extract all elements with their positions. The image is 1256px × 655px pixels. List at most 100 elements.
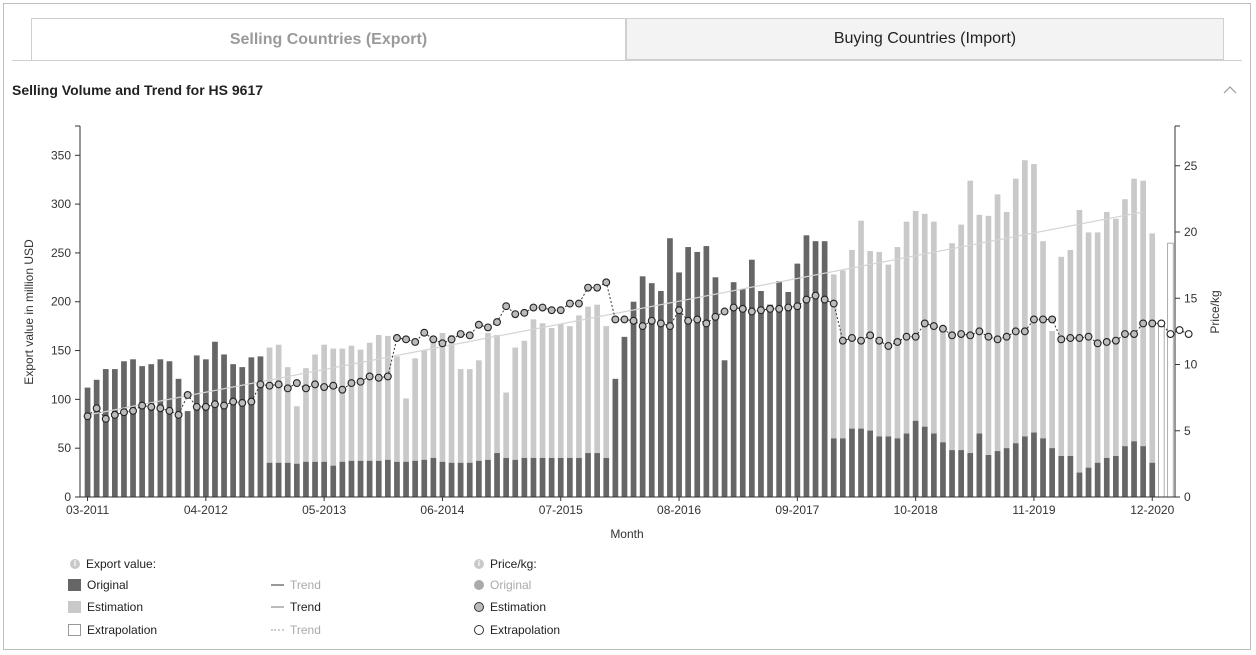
- estimation-bar[interactable]: [366, 342, 373, 497]
- estimation-bar[interactable]: [876, 251, 883, 497]
- original-bar[interactable]: [1149, 462, 1156, 497]
- extrapolation-bar[interactable]: [1158, 325, 1165, 498]
- price-estimation-point[interactable]: [447, 335, 456, 344]
- price-estimation-point[interactable]: [820, 295, 829, 304]
- original-bar[interactable]: [758, 290, 764, 497]
- price-estimation-point[interactable]: [110, 410, 119, 419]
- price-estimation-point[interactable]: [438, 339, 447, 348]
- estimation-bar[interactable]: [1031, 164, 1037, 498]
- original-bar[interactable]: [685, 247, 691, 497]
- original-bar[interactable]: [849, 428, 855, 497]
- price-estimation-point[interactable]: [620, 315, 629, 324]
- original-bar[interactable]: [603, 457, 610, 497]
- price-estimation-point[interactable]: [811, 291, 820, 300]
- original-bar[interactable]: [330, 465, 337, 497]
- price-estimation-point[interactable]: [838, 336, 847, 345]
- estimation-bar[interactable]: [830, 274, 837, 497]
- price-estimation-point[interactable]: [302, 384, 310, 393]
- original-bar[interactable]: [867, 430, 873, 497]
- price-estimation-point[interactable]: [229, 397, 238, 406]
- price-estimation-point[interactable]: [984, 332, 993, 341]
- price-estimation-point[interactable]: [411, 338, 420, 346]
- estimation-bar[interactable]: [940, 327, 946, 497]
- price-estimation-point[interactable]: [265, 381, 274, 390]
- original-bar[interactable]: [148, 364, 155, 497]
- price-estimation-point[interactable]: [129, 406, 138, 415]
- price-estimation-point[interactable]: [948, 331, 956, 340]
- original-bar[interactable]: [303, 461, 309, 497]
- estimation-bar[interactable]: [548, 328, 555, 497]
- original-bar[interactable]: [630, 301, 637, 497]
- original-bar[interactable]: [567, 457, 573, 497]
- original-bar[interactable]: [403, 461, 409, 497]
- estimation-bar[interactable]: [903, 221, 910, 497]
- estimation-bar[interactable]: [457, 369, 464, 497]
- legend-estimation[interactable]: Estimation: [68, 600, 143, 614]
- estimation-bar[interactable]: [1103, 211, 1110, 498]
- price-estimation-point[interactable]: [465, 331, 474, 340]
- estimation-bar[interactable]: [266, 347, 273, 497]
- price-estimation-point[interactable]: [220, 401, 229, 410]
- estimation-bar[interactable]: [339, 348, 346, 497]
- original-bar[interactable]: [767, 304, 773, 497]
- price-estimation-point[interactable]: [784, 303, 793, 312]
- price-estimation-point[interactable]: [920, 319, 929, 328]
- price-estimation-point[interactable]: [647, 316, 656, 325]
- original-bar[interactable]: [1058, 455, 1065, 497]
- original-bar[interactable]: [1094, 462, 1101, 497]
- original-bar[interactable]: [476, 460, 482, 497]
- original-bar[interactable]: [648, 283, 655, 497]
- price-estimation-point[interactable]: [556, 306, 565, 315]
- original-bar[interactable]: [921, 426, 928, 497]
- original-bar[interactable]: [257, 356, 264, 497]
- original-bar[interactable]: [1085, 467, 1092, 497]
- estimation-bar[interactable]: [1003, 211, 1010, 498]
- estimation-bar[interactable]: [1058, 256, 1065, 497]
- price-estimation-point[interactable]: [638, 322, 647, 331]
- original-bar[interactable]: [585, 453, 591, 497]
- price-estimation-point[interactable]: [929, 322, 938, 331]
- price-estimation-point[interactable]: [383, 372, 392, 381]
- price-estimation-point[interactable]: [402, 335, 410, 344]
- legend-price-original[interactable]: Original: [474, 578, 531, 592]
- estimation-bar[interactable]: [1140, 180, 1146, 497]
- price-estimation-point[interactable]: [192, 402, 201, 411]
- original-bar[interactable]: [976, 433, 983, 497]
- original-bar[interactable]: [503, 457, 509, 497]
- price-estimation-point[interactable]: [456, 330, 465, 338]
- price-estimation-point[interactable]: [684, 316, 693, 325]
- price-estimation-point[interactable]: [320, 383, 329, 391]
- estimation-bar[interactable]: [840, 270, 846, 497]
- original-bar[interactable]: [275, 462, 282, 497]
- price-estimation-point[interactable]: [1093, 339, 1102, 348]
- original-bar[interactable]: [912, 420, 919, 497]
- price-estimation-point[interactable]: [283, 384, 292, 393]
- price-estimation-point[interactable]: [629, 316, 638, 325]
- original-bar[interactable]: [858, 428, 864, 497]
- estimation-bar[interactable]: [1113, 218, 1119, 497]
- price-estimation-point[interactable]: [993, 335, 1002, 344]
- price-estimation-point[interactable]: [147, 402, 156, 411]
- price-estimation-point[interactable]: [802, 295, 811, 304]
- price-estimation-point[interactable]: [365, 372, 374, 381]
- original-bar[interactable]: [466, 462, 473, 497]
- original-bar[interactable]: [894, 438, 901, 497]
- estimation-bar[interactable]: [348, 345, 355, 497]
- price-estimation-point[interactable]: [738, 304, 747, 313]
- estimation-bar[interactable]: [858, 220, 864, 497]
- price-estimation-point[interactable]: [1039, 315, 1048, 324]
- price-estimation-point[interactable]: [201, 402, 210, 411]
- original-bar[interactable]: [876, 436, 883, 497]
- price-estimation-point[interactable]: [1057, 335, 1066, 344]
- original-bar[interactable]: [102, 369, 109, 497]
- original-bar[interactable]: [903, 433, 910, 497]
- original-bar[interactable]: [1103, 457, 1110, 497]
- original-bar[interactable]: [321, 461, 327, 497]
- price-extrapolation-point[interactable]: [1184, 330, 1193, 338]
- original-bar[interactable]: [175, 378, 182, 497]
- estimation-bar[interactable]: [375, 334, 382, 497]
- price-estimation-point[interactable]: [884, 342, 893, 350]
- original-bar[interactable]: [439, 461, 446, 497]
- price-estimation-point[interactable]: [574, 299, 583, 308]
- original-bar[interactable]: [1022, 436, 1028, 497]
